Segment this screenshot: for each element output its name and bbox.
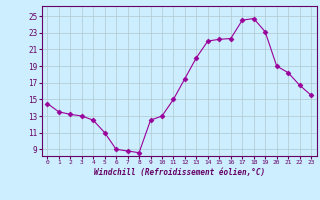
X-axis label: Windchill (Refroidissement éolien,°C): Windchill (Refroidissement éolien,°C): [94, 168, 265, 177]
